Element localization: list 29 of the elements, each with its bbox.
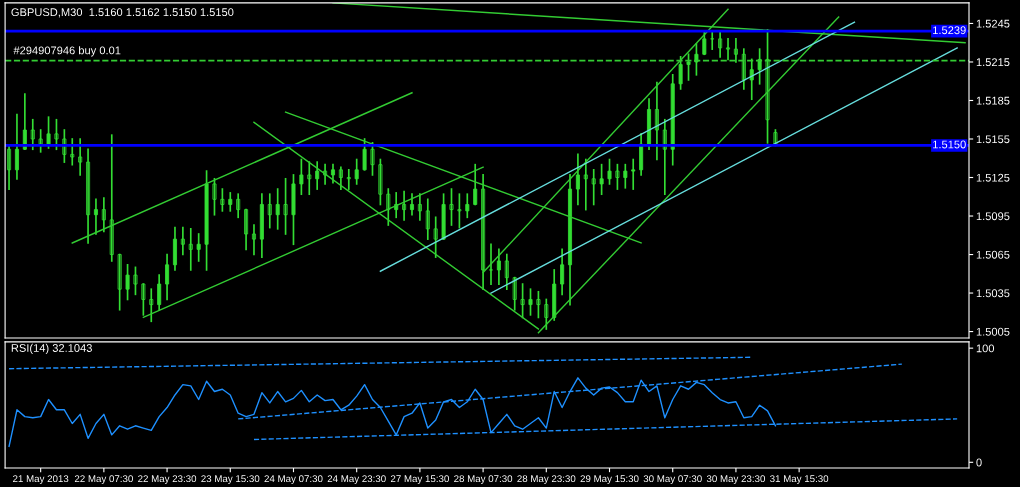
x-tick-label: 31 May 15:30 <box>770 475 829 485</box>
x-tick-label: 24 May 07:30 <box>264 475 323 485</box>
x-tick-label: 29 May 15:30 <box>580 475 639 485</box>
x-tick-label: 21 May 2013 <box>13 475 69 485</box>
chart-title: RSI(14) 32.1043 <box>11 343 92 355</box>
x-tick-label: 22 May 07:30 <box>74 475 133 485</box>
x-tick-label: 28 May 23:30 <box>517 475 576 485</box>
y-tick-label: 1.5035 <box>976 289 1010 298</box>
x-tick-label: 30 May 07:30 <box>643 475 702 485</box>
x-tick-label: 22 May 23:30 <box>138 475 197 485</box>
x-tick-label: 23 May 15:30 <box>201 475 260 485</box>
chart-title: GBPUSD,M30 1.5160 1.5162 1.5150 1.5150 <box>11 8 234 18</box>
y-tick-label: 1.5155 <box>976 135 1010 144</box>
y-tick-label: 1.5095 <box>976 212 1010 221</box>
y-tick-label: 1.5245 <box>976 19 1010 28</box>
ref-line-label: #294907946 buy 0.01 <box>13 46 121 57</box>
y-tick-label: 1.5005 <box>976 327 1010 336</box>
y-tick-label: 100 <box>976 344 995 353</box>
x-tick-label: 28 May 07:30 <box>454 475 513 485</box>
x-tick-label: 27 May 15:30 <box>390 475 449 485</box>
y-tick-label: 1.5185 <box>976 96 1010 105</box>
y-tick-label: 0 <box>976 458 982 467</box>
x-tick-label: 24 May 23:30 <box>327 475 386 485</box>
y-tick-label: 1.5125 <box>976 173 1010 182</box>
y-tick-label: 1.5215 <box>976 58 1010 67</box>
y-tick-label: 1.5065 <box>976 250 1010 259</box>
ref-line-label: 1.5150 <box>933 140 966 149</box>
x-tick-label: 30 May 23:30 <box>706 475 765 485</box>
ref-line-label: 1.5239 <box>933 26 966 35</box>
